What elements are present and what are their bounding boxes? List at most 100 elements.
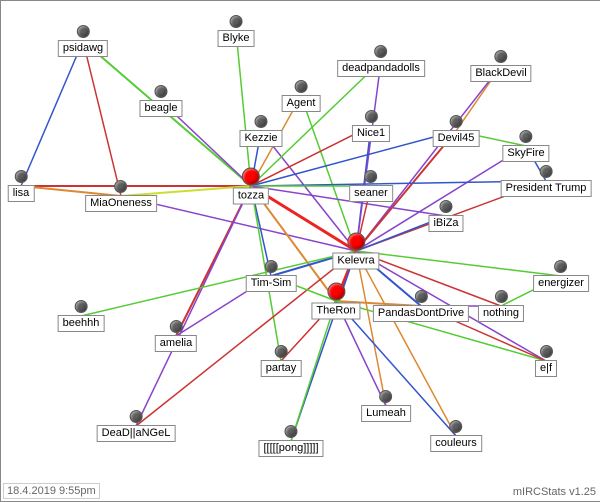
graph-node[interactable]: partay	[261, 345, 302, 377]
node-marker-icon	[284, 425, 297, 438]
edge	[83, 41, 121, 196]
node-label: tozza	[233, 188, 269, 205]
node-label: lisa	[8, 185, 35, 202]
node-label: e|f	[535, 360, 557, 377]
graph-node[interactable]: tozza	[233, 168, 269, 205]
graph-node[interactable]: amelia	[155, 320, 197, 352]
node-label: BlackDevil	[470, 65, 531, 82]
graph-node[interactable]: beagle	[139, 85, 182, 117]
node-label: DeaD||aNGeL	[97, 425, 176, 442]
node-marker-icon	[554, 260, 567, 273]
edge	[176, 186, 251, 336]
graph-node[interactable]: MiaOneness	[85, 180, 157, 212]
timestamp-label: 18.4.2019 9:55pm	[3, 483, 100, 499]
edge	[356, 61, 381, 251]
node-marker-icon	[242, 168, 260, 186]
node-label: Kezzie	[239, 130, 282, 147]
graph-node[interactable]: BlackDevil	[470, 50, 531, 82]
node-label: Nice1	[352, 125, 390, 142]
node-label: beehhh	[58, 315, 105, 332]
node-marker-icon	[495, 290, 508, 303]
node-label: Lumeah	[361, 405, 411, 422]
graph-node[interactable]: Devil45	[433, 115, 480, 147]
node-label: President Trump	[501, 180, 592, 197]
node-marker-icon	[170, 320, 183, 333]
node-marker-icon	[450, 115, 463, 128]
node-label: psidawg	[58, 40, 108, 57]
generator-label: mIRCStats v1.25	[510, 485, 599, 499]
node-label: Agent	[282, 95, 321, 112]
edge	[136, 186, 251, 426]
edge	[356, 251, 561, 276]
graph-node[interactable]: iBiZa	[428, 200, 463, 232]
graph-node[interactable]: beehhh	[58, 300, 105, 332]
node-marker-icon	[75, 300, 88, 313]
node-label: deadpandadolls	[337, 60, 425, 77]
node-marker-icon	[76, 25, 89, 38]
graph-node[interactable]: e|f	[535, 345, 557, 377]
graph-node[interactable]: Agent	[282, 80, 321, 112]
edge	[21, 41, 83, 186]
graph-node[interactable]: energizer	[533, 260, 589, 292]
node-marker-icon	[129, 410, 142, 423]
graph-node[interactable]: Blyke	[218, 15, 255, 47]
node-marker-icon	[415, 290, 428, 303]
node-marker-icon	[379, 390, 392, 403]
node-marker-icon	[365, 110, 378, 123]
edge	[356, 251, 386, 406]
graph-node[interactable]: nothing	[478, 290, 524, 322]
graph-node[interactable]: Lumeah	[361, 390, 411, 422]
node-label: PandasDontDrive	[373, 305, 469, 322]
node-marker-icon	[265, 260, 278, 273]
node-label: amelia	[155, 335, 197, 352]
node-marker-icon	[327, 283, 345, 301]
node-marker-icon	[347, 233, 365, 251]
graph-node[interactable]: psidawg	[58, 25, 108, 57]
node-marker-icon	[230, 15, 243, 28]
graph-node[interactable]: lisa	[8, 170, 35, 202]
graph-node[interactable]: [[[[[pong]]]]]	[258, 425, 323, 457]
graph-node[interactable]: Kezzie	[239, 115, 282, 147]
edge	[236, 31, 251, 186]
graph-node[interactable]: TheRon	[311, 283, 360, 320]
graph-node[interactable]: Tim-Sim	[246, 260, 297, 292]
node-marker-icon	[154, 85, 167, 98]
node-marker-icon	[440, 200, 453, 213]
node-label: [[[[[pong]]]]]	[258, 440, 323, 457]
node-label: TheRon	[311, 303, 360, 320]
node-marker-icon	[255, 115, 268, 128]
node-marker-icon	[14, 170, 27, 183]
node-marker-icon	[520, 130, 533, 143]
graph-node[interactable]: PandasDontDrive	[373, 290, 469, 322]
node-label: Blyke	[218, 30, 255, 47]
node-marker-icon	[364, 170, 377, 183]
node-marker-icon	[449, 420, 462, 433]
graph-node[interactable]: deadpandadolls	[337, 45, 425, 77]
node-marker-icon	[114, 180, 127, 193]
network-graph: 18.4.2019 9:55pm mIRCStats v1.25 psidawg…	[0, 0, 600, 502]
node-label: couleurs	[430, 435, 482, 452]
edge	[301, 96, 356, 251]
graph-node[interactable]: couleurs	[430, 420, 482, 452]
graph-node[interactable]: Nice1	[352, 110, 390, 142]
node-label: Kelevra	[332, 253, 379, 270]
graph-node[interactable]: SkyFire	[502, 130, 549, 162]
node-label: seaner	[349, 185, 393, 202]
graph-node[interactable]: seaner	[349, 170, 393, 202]
node-label: beagle	[139, 100, 182, 117]
graph-node[interactable]: President Trump	[501, 165, 592, 197]
node-marker-icon	[375, 45, 388, 58]
node-marker-icon	[295, 80, 308, 93]
node-label: energizer	[533, 275, 589, 292]
node-marker-icon	[540, 345, 553, 358]
node-marker-icon	[539, 165, 552, 178]
node-label: Tim-Sim	[246, 275, 297, 292]
node-label: SkyFire	[502, 145, 549, 162]
graph-node[interactable]: Kelevra	[332, 233, 379, 270]
node-marker-icon	[274, 345, 287, 358]
node-label: iBiZa	[428, 215, 463, 232]
graph-node[interactable]: DeaD||aNGeL	[97, 410, 176, 442]
node-label: nothing	[478, 305, 524, 322]
node-label: MiaOneness	[85, 195, 157, 212]
node-label: Devil45	[433, 130, 480, 147]
